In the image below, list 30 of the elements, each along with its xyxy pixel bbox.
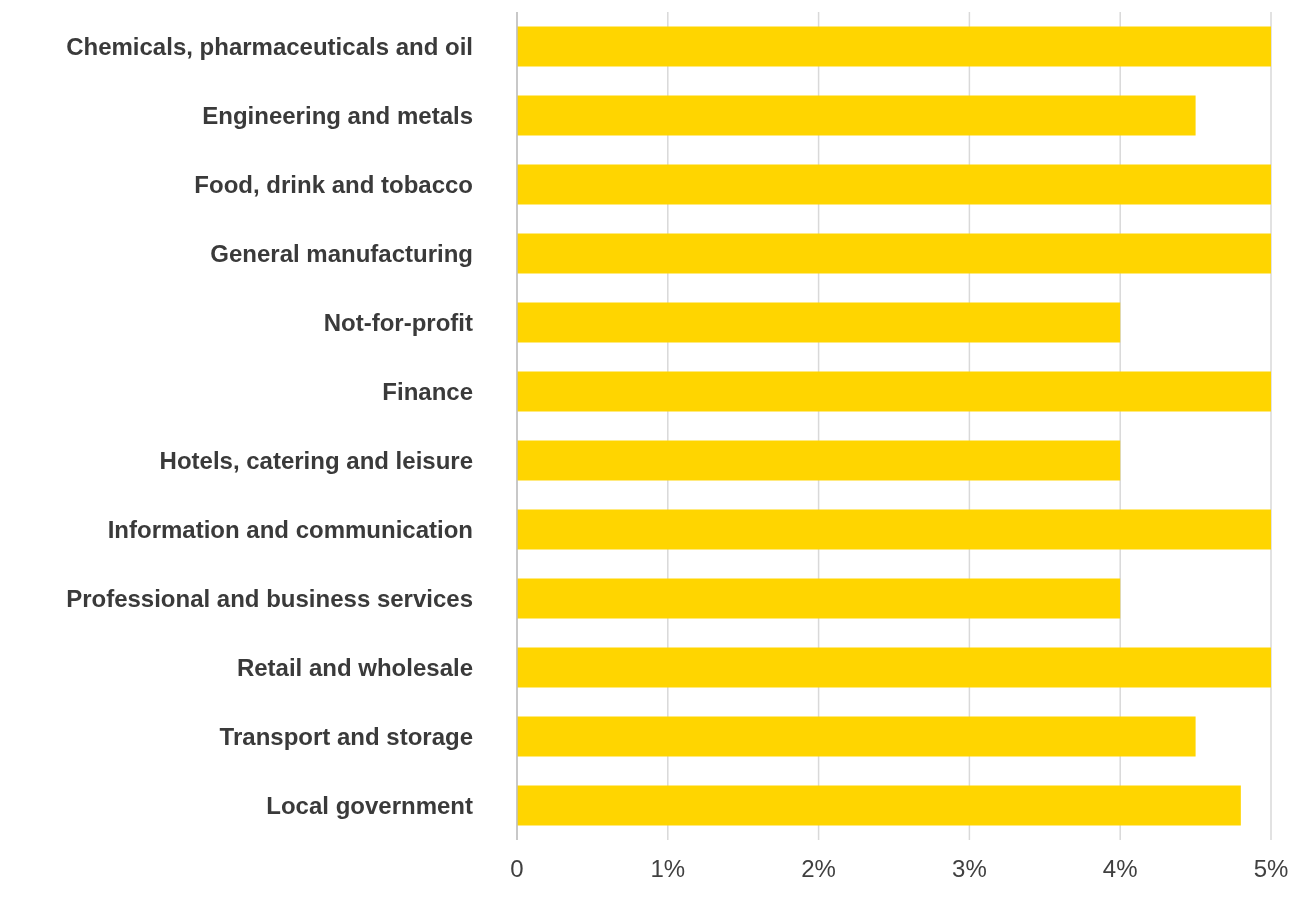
bar [517, 371, 1271, 412]
bar [517, 233, 1271, 274]
y-tick-label: Not-for-profit [323, 309, 473, 337]
x-tick-label: 5% [1253, 855, 1289, 883]
x-tick-label: 0 [510, 855, 524, 883]
bar [517, 509, 1271, 550]
bar [517, 716, 1196, 757]
x-tick-label: 1% [650, 855, 686, 883]
y-tick-label: Engineering and metals [202, 102, 473, 130]
y-tick-label: Professional and business services [66, 585, 473, 613]
y-tick-label: Transport and storage [219, 723, 473, 751]
bar [517, 164, 1271, 205]
y-tick-label: Hotels, catering and leisure [159, 447, 473, 475]
y-tick-label: Information and communication [107, 516, 473, 544]
bar [517, 647, 1271, 688]
y-tick-label: Chemicals, pharmaceuticals and oil [66, 33, 473, 61]
bar [517, 95, 1196, 136]
y-tick-label: Food, drink and tobacco [194, 171, 473, 199]
x-tick-label: 3% [952, 855, 987, 883]
bar [517, 440, 1121, 481]
x-tick-label: 2% [801, 855, 836, 883]
x-tick-label: 4% [1102, 855, 1138, 883]
bar [517, 578, 1121, 619]
y-tick-label: General manufacturing [210, 240, 473, 268]
bar [517, 302, 1121, 343]
y-tick-label: Finance [382, 378, 473, 406]
bar [517, 26, 1271, 67]
y-tick-label: Local government [266, 792, 473, 820]
bar [517, 785, 1241, 826]
y-tick-label: Retail and wholesale [236, 654, 473, 682]
